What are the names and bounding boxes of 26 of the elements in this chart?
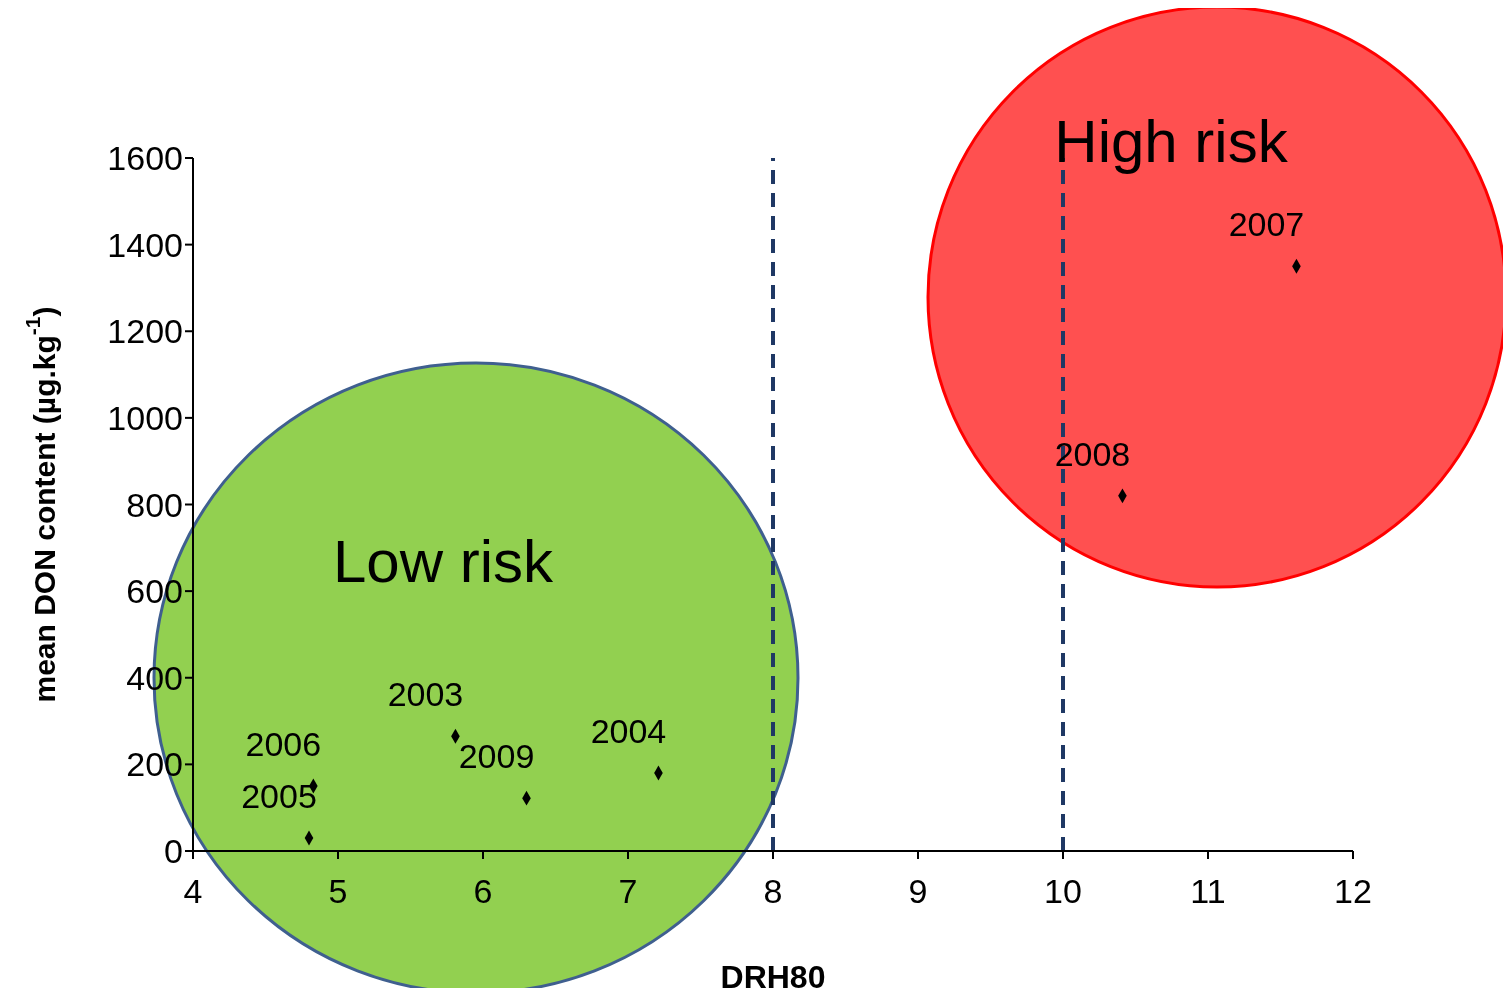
x-tick-label: 7 (618, 872, 638, 911)
x-tick-label: 12 (1334, 872, 1372, 911)
x-tick-label: 6 (473, 872, 493, 911)
x-tick-label: 8 (763, 872, 783, 911)
x-tick-label: 4 (183, 872, 203, 911)
y-tick-label: 800 (126, 485, 183, 524)
annotation: High risk (1054, 107, 1289, 175)
annotation: 2004 (590, 712, 667, 751)
annotation: 2005 (241, 777, 317, 816)
annotation: Low risk (332, 527, 555, 595)
y-tick-label: 1400 (107, 225, 183, 264)
annotation: 2008 (1054, 434, 1131, 473)
y-tick-label: 1200 (107, 312, 183, 351)
x-tick-label: 11 (1190, 872, 1226, 911)
y-tick-label: 0 (164, 832, 183, 871)
y-tick-label: 400 (126, 658, 183, 697)
annotation: 2003 (387, 675, 464, 714)
x-axis-title: DRH80 (720, 959, 826, 995)
y-tick-label: 1600 (107, 139, 183, 178)
x-tick-label: 9 (908, 872, 928, 911)
annotation: 2006 (245, 725, 322, 764)
annotation: 2009 (458, 737, 535, 776)
x-tick-label: 10 (1044, 872, 1082, 911)
y-tick-label: 1000 (107, 398, 183, 437)
x-tick-label: 5 (328, 872, 348, 911)
annotation: 2007 (1228, 205, 1305, 244)
